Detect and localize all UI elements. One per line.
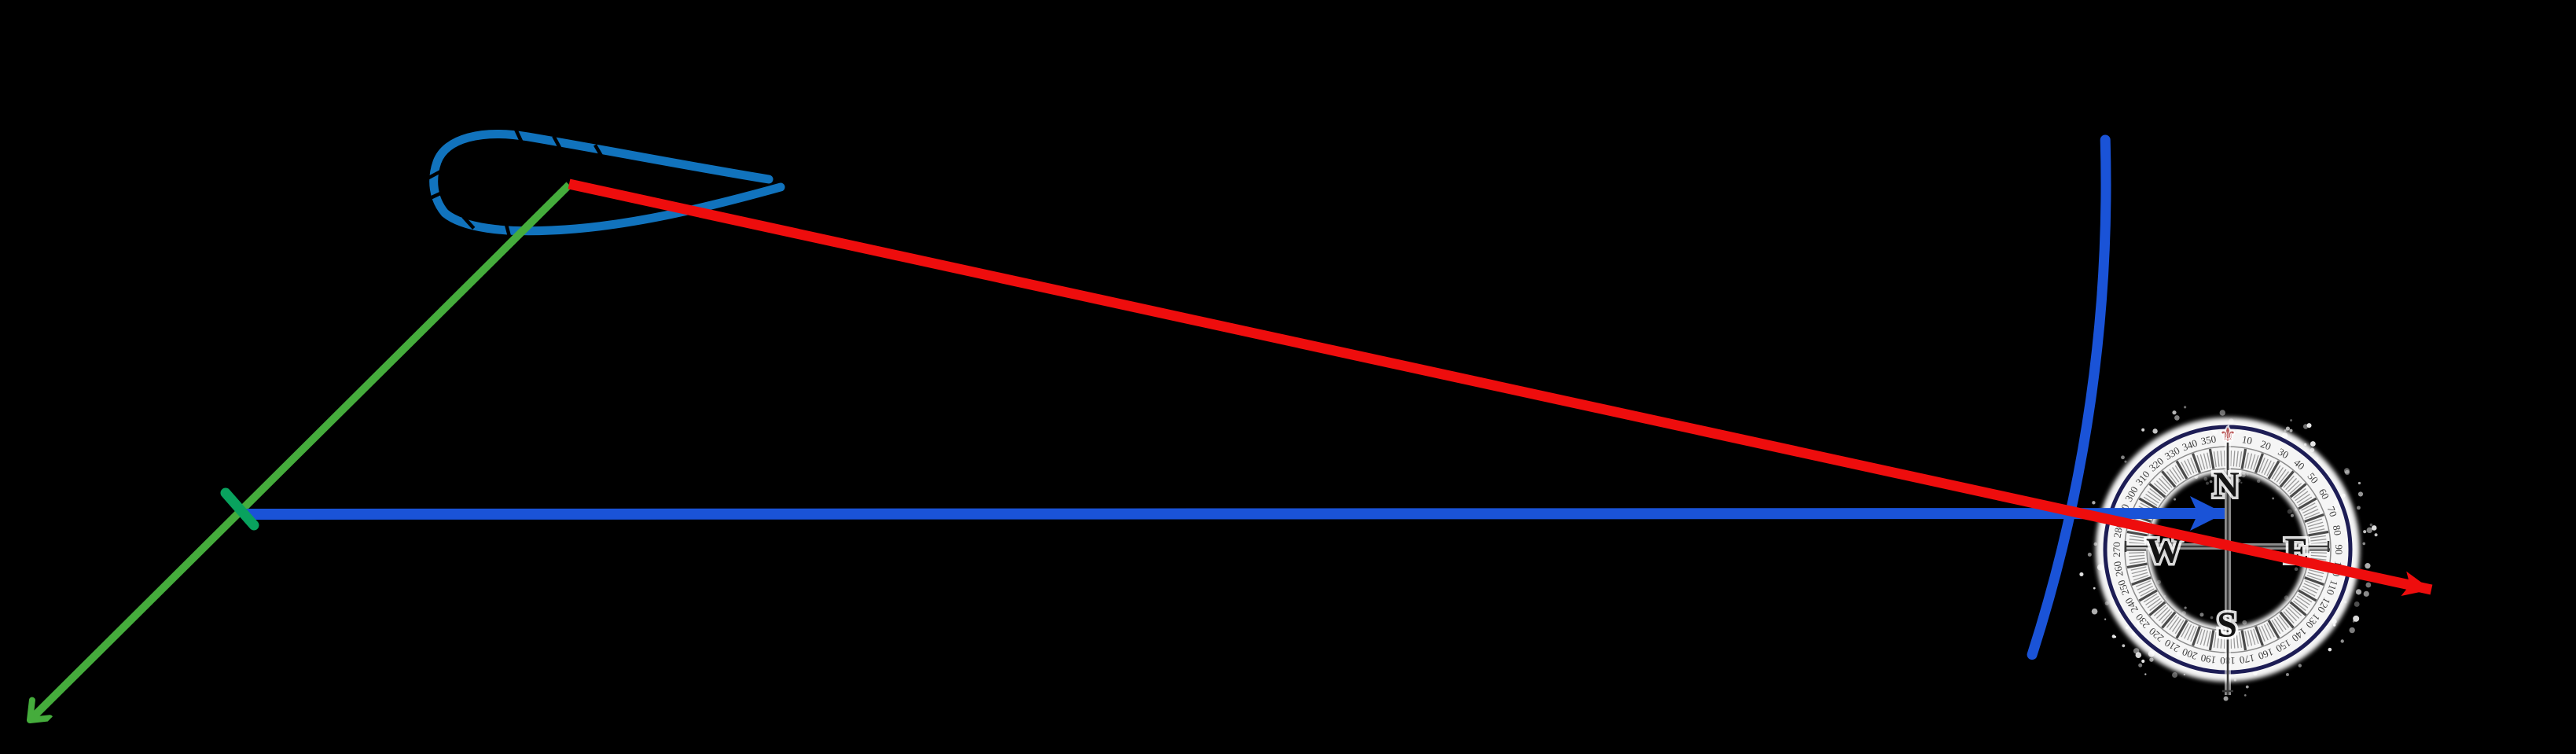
svg-text:340: 340 [2181, 437, 2199, 454]
north-fleur-de-lis-icon: ⚜ [2219, 424, 2236, 446]
compass-cardinal-n: N [2213, 465, 2239, 505]
blue-horizontal-arrow [241, 496, 2225, 531]
red-vector-arrow [568, 178, 2433, 596]
svg-text:110: 110 [2324, 579, 2341, 597]
airfoil-group [427, 127, 785, 239]
compass-cardinal-s: S [2217, 605, 2237, 645]
svg-text:10: 10 [2241, 433, 2253, 447]
svg-text:70: 70 [2325, 505, 2340, 518]
svg-text:170: 170 [2239, 652, 2256, 666]
svg-text:160: 160 [2257, 646, 2275, 663]
green-vector-arrow [30, 182, 572, 720]
svg-text:20: 20 [2259, 438, 2273, 453]
svg-text:260: 260 [2111, 561, 2126, 578]
blue-arc [2027, 134, 2111, 660]
svg-text:90: 90 [2333, 545, 2345, 555]
svg-text:80: 80 [2331, 524, 2344, 536]
svg-text:270: 270 [2111, 542, 2122, 557]
svg-text:350: 350 [2200, 433, 2218, 447]
compass-rose: 1020304050607080901001101201301401501601… [2079, 406, 2378, 701]
svg-text:250: 250 [2115, 579, 2132, 597]
svg-text:30: 30 [2276, 446, 2291, 461]
svg-text:200: 200 [2181, 646, 2199, 663]
svg-text:60: 60 [2317, 487, 2332, 502]
compass-generated-parts: 1020304050607080901001101201301401501601… [2079, 406, 2378, 701]
svg-text:190: 190 [2200, 652, 2218, 666]
airfoil-outline [429, 130, 785, 236]
green-axis-tick [220, 487, 259, 531]
airfoil-hatch-marks [427, 127, 604, 239]
